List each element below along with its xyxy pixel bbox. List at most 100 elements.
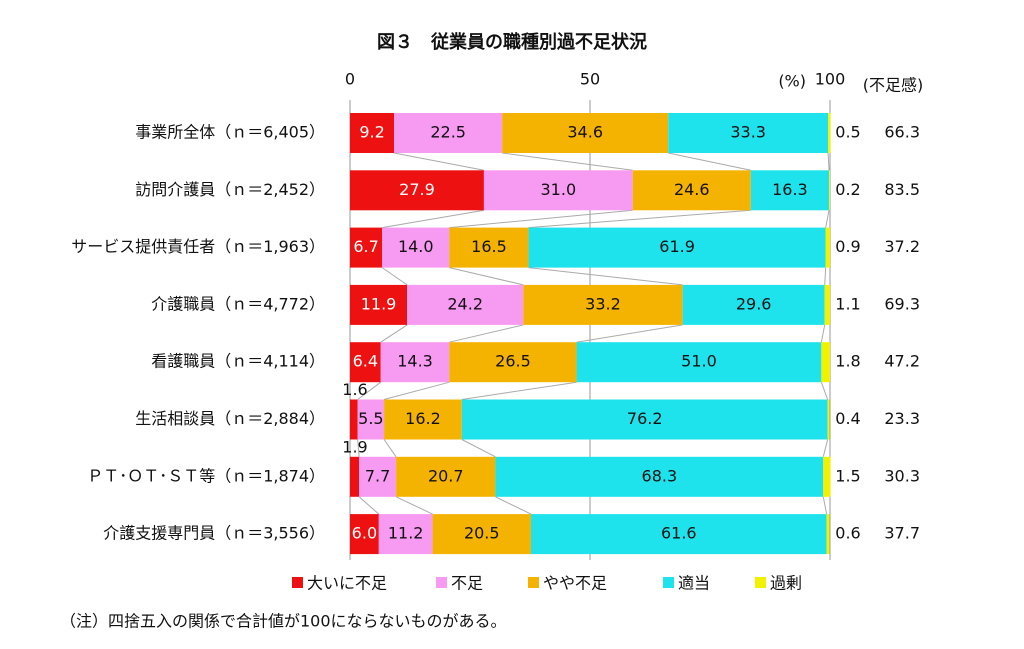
legend-label: やや不足 (543, 574, 607, 593)
value-label: 0.2 (835, 180, 860, 199)
shortage-value: 37.7 (884, 524, 920, 543)
value-label: 7.7 (365, 466, 390, 485)
connector (461, 439, 496, 458)
legend-label: 不足 (451, 574, 483, 593)
value-label: 22.5 (430, 123, 466, 142)
bar-segment (350, 113, 395, 153)
connector (380, 324, 408, 343)
connector (383, 439, 397, 458)
value-label: 51.0 (681, 352, 717, 371)
bar-segment (432, 514, 531, 555)
value-label: 24.2 (447, 294, 483, 313)
connector (449, 324, 524, 343)
connector (502, 152, 633, 171)
shortage-value: 47.2 (884, 352, 920, 371)
bar-segment (384, 399, 462, 440)
bar-segment (382, 227, 450, 268)
value-label: 61.6 (661, 524, 697, 543)
x-tick-label: 100 (815, 70, 846, 89)
shortage-header: (不足感) (863, 76, 924, 95)
bar-segment (394, 113, 503, 153)
value-label: 11.2 (388, 524, 424, 543)
value-label: 16.5 (471, 237, 507, 256)
connector (528, 209, 751, 229)
connector (668, 152, 751, 171)
legend-swatch (436, 577, 447, 588)
value-label: 6.7 (353, 237, 378, 256)
bar-segment (824, 284, 830, 325)
connector (461, 381, 577, 400)
value-label: 1.9 (342, 437, 367, 456)
connector (576, 324, 683, 343)
value-label: 5.5 (358, 409, 383, 428)
bar-segment (396, 456, 496, 497)
bar-segment (750, 170, 830, 211)
bar-segment (829, 170, 830, 211)
note: （注）四捨五入の関係で合計値が100にならないものがある。 (60, 612, 507, 631)
legend-label: 適当 (678, 574, 710, 593)
bar-segment (461, 399, 828, 440)
value-label: 61.9 (659, 237, 695, 256)
bar-segment (502, 113, 669, 153)
connector (822, 496, 828, 515)
category-label: 生活相談員（ｎ＝2,884） (135, 409, 325, 428)
connector (394, 152, 485, 171)
shortage-value: 30.3 (884, 466, 920, 485)
bar-segment (823, 456, 831, 497)
category-label: 訪問介護員（ｎ＝2,452） (135, 180, 325, 199)
value-label: 20.5 (464, 524, 500, 543)
connector (495, 496, 532, 515)
bar-segment (350, 227, 383, 268)
bar-segment (380, 342, 450, 383)
bar-segment (668, 113, 829, 153)
bar-segment (357, 399, 385, 440)
connector (820, 324, 826, 343)
shortage-value: 37.2 (884, 237, 920, 256)
legend-swatch (755, 577, 766, 588)
value-label: 6.0 (352, 524, 377, 543)
value-label: 29.6 (736, 294, 772, 313)
category-label: 事業所全体（ｎ＝6,405） (135, 123, 325, 142)
bar-segment (528, 227, 826, 268)
connector (395, 496, 433, 515)
bar-segment (350, 399, 358, 440)
value-label: 14.3 (397, 352, 433, 371)
value-label: 27.9 (399, 180, 435, 199)
shortage-value: 23.3 (884, 409, 920, 428)
bar-segment (828, 113, 831, 153)
value-label: 6.4 (353, 352, 378, 371)
bar-segment (350, 170, 484, 211)
value-label: 9.2 (359, 123, 384, 142)
connector (383, 381, 450, 400)
bar-segment (576, 342, 822, 383)
value-label: 31.0 (541, 180, 577, 199)
value-label: 33.2 (585, 294, 621, 313)
value-label: 34.6 (567, 123, 603, 142)
bar-segment (350, 456, 360, 497)
bar-segment (825, 227, 830, 268)
value-label: 24.6 (674, 180, 710, 199)
bar-segment (827, 399, 830, 440)
bar-segment (523, 284, 683, 325)
connector (827, 152, 830, 171)
shortage-value: 83.5 (884, 180, 920, 199)
bar-segment (530, 514, 827, 555)
connector (358, 496, 380, 515)
bar-segment (495, 456, 824, 497)
connector (382, 209, 485, 229)
connector (820, 382, 829, 400)
legend-swatch (528, 577, 539, 588)
value-label: 20.7 (428, 466, 464, 485)
value-label: 33.3 (730, 123, 766, 142)
connector (449, 209, 633, 229)
bar-segment (350, 284, 408, 325)
bar-segment (632, 170, 751, 211)
connector (825, 210, 830, 228)
bar-segment (826, 514, 830, 555)
bar-segment (378, 514, 433, 555)
value-label: 0.5 (835, 123, 860, 142)
legend-swatch (663, 577, 674, 588)
bar-segment (350, 342, 381, 383)
value-label: 11.9 (361, 294, 397, 313)
bar-segment (407, 284, 524, 325)
